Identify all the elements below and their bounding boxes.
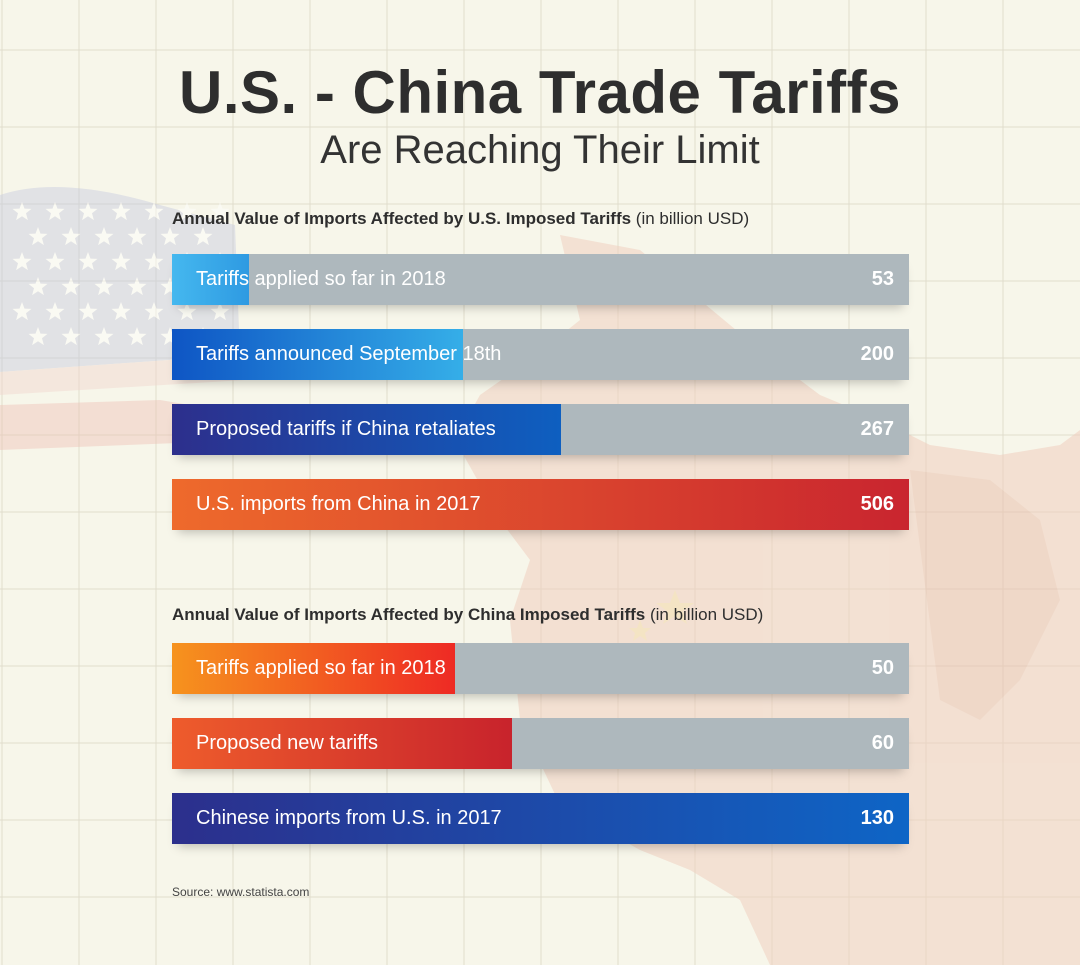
flag-star — [12, 252, 32, 271]
bar-fill — [172, 254, 249, 305]
bar-fill — [172, 793, 909, 844]
bar-label: Tariffs announced September 18th — [196, 343, 502, 365]
flag-star — [28, 277, 48, 296]
flag-star — [78, 202, 98, 221]
flag-star — [78, 302, 98, 321]
flag-star — [12, 302, 32, 321]
flag-star — [94, 327, 114, 346]
flag-star — [160, 327, 180, 346]
bar-fill — [172, 329, 463, 380]
flag-star — [160, 277, 180, 296]
china-tariffs-heading: Annual Value of Imports Affected by Chin… — [172, 605, 763, 625]
china-tariffs-heading-unit: (in billion USD) — [645, 605, 764, 624]
bar-value: 267 — [860, 418, 894, 440]
bar-value: 50 — [871, 657, 894, 679]
flag-star — [144, 302, 164, 321]
bar-label: Tariffs applied so far in 2018 — [196, 268, 446, 290]
flag-star — [61, 327, 81, 346]
bar-row: Proposed tariffs if China retaliates 267 — [172, 404, 909, 455]
bar-fill — [172, 404, 561, 455]
flag-star — [127, 227, 147, 246]
flag-star — [45, 202, 65, 221]
flag-star — [28, 227, 48, 246]
source-note: Source: www.statista.com — [172, 885, 310, 899]
bar-label: Chinese imports from U.S. in 2017 — [196, 807, 502, 829]
bar-label: U.S. imports from China in 2017 — [196, 493, 481, 515]
bar-value: 60 — [871, 732, 894, 754]
bar-label: Proposed new tariffs — [196, 732, 378, 754]
flag-star — [111, 202, 131, 221]
bar-fill — [172, 718, 512, 769]
flag-star — [177, 302, 197, 321]
flag-star — [144, 252, 164, 271]
flag-star — [193, 227, 213, 246]
bar-value: 130 — [860, 807, 894, 829]
page-title: U.S. - China Trade Tariffs — [178, 59, 901, 126]
flag-star — [28, 327, 48, 346]
flag-star — [12, 202, 32, 221]
us-tariffs-heading-unit: (in billion USD) — [631, 209, 750, 228]
bar-label: Proposed tariffs if China retaliates — [196, 418, 496, 440]
bar-value: 200 — [860, 343, 894, 365]
us-tariffs-heading-title: Annual Value of Imports Affected by U.S.… — [172, 209, 632, 228]
china-flag-stars — [629, 590, 694, 641]
flag-star — [78, 252, 98, 271]
flag-star — [160, 227, 180, 246]
flag-star — [45, 252, 65, 271]
flag-star — [45, 302, 65, 321]
bar-value: 506 — [860, 493, 894, 515]
bar-fill — [172, 643, 455, 694]
flag-star — [127, 327, 147, 346]
flag-star — [111, 302, 131, 321]
page-subtitle: Are Reaching Their Limit — [320, 128, 760, 172]
bar-row: Proposed new tariffs 60 — [172, 718, 909, 769]
bar-row: U.S. imports from China in 2017 506 — [172, 479, 909, 530]
flag-star — [144, 202, 164, 221]
bar-row: Chinese imports from U.S. in 2017 130 — [172, 793, 909, 844]
bar-value: 53 — [871, 268, 894, 290]
flag-star — [111, 252, 131, 271]
bar-label: Tariffs applied so far in 2018 — [196, 657, 446, 679]
flag-star — [210, 302, 230, 321]
flag-star — [94, 227, 114, 246]
flag-star — [94, 277, 114, 296]
us-tariffs-heading: Annual Value of Imports Affected by U.S.… — [172, 209, 749, 229]
flag-star — [210, 202, 230, 221]
bar-fill — [172, 479, 909, 530]
china-tariffs-heading-title: Annual Value of Imports Affected by Chin… — [172, 605, 646, 624]
bar-row: Tariffs applied so far in 2018 53 — [172, 254, 909, 305]
flag-star — [177, 202, 197, 221]
flag-star — [127, 277, 147, 296]
flag-star — [61, 277, 81, 296]
bar-row: Tariffs announced September 18th 200 — [172, 329, 909, 380]
bar-row: Tariffs applied so far in 2018 50 — [172, 643, 909, 694]
flag-star — [61, 227, 81, 246]
